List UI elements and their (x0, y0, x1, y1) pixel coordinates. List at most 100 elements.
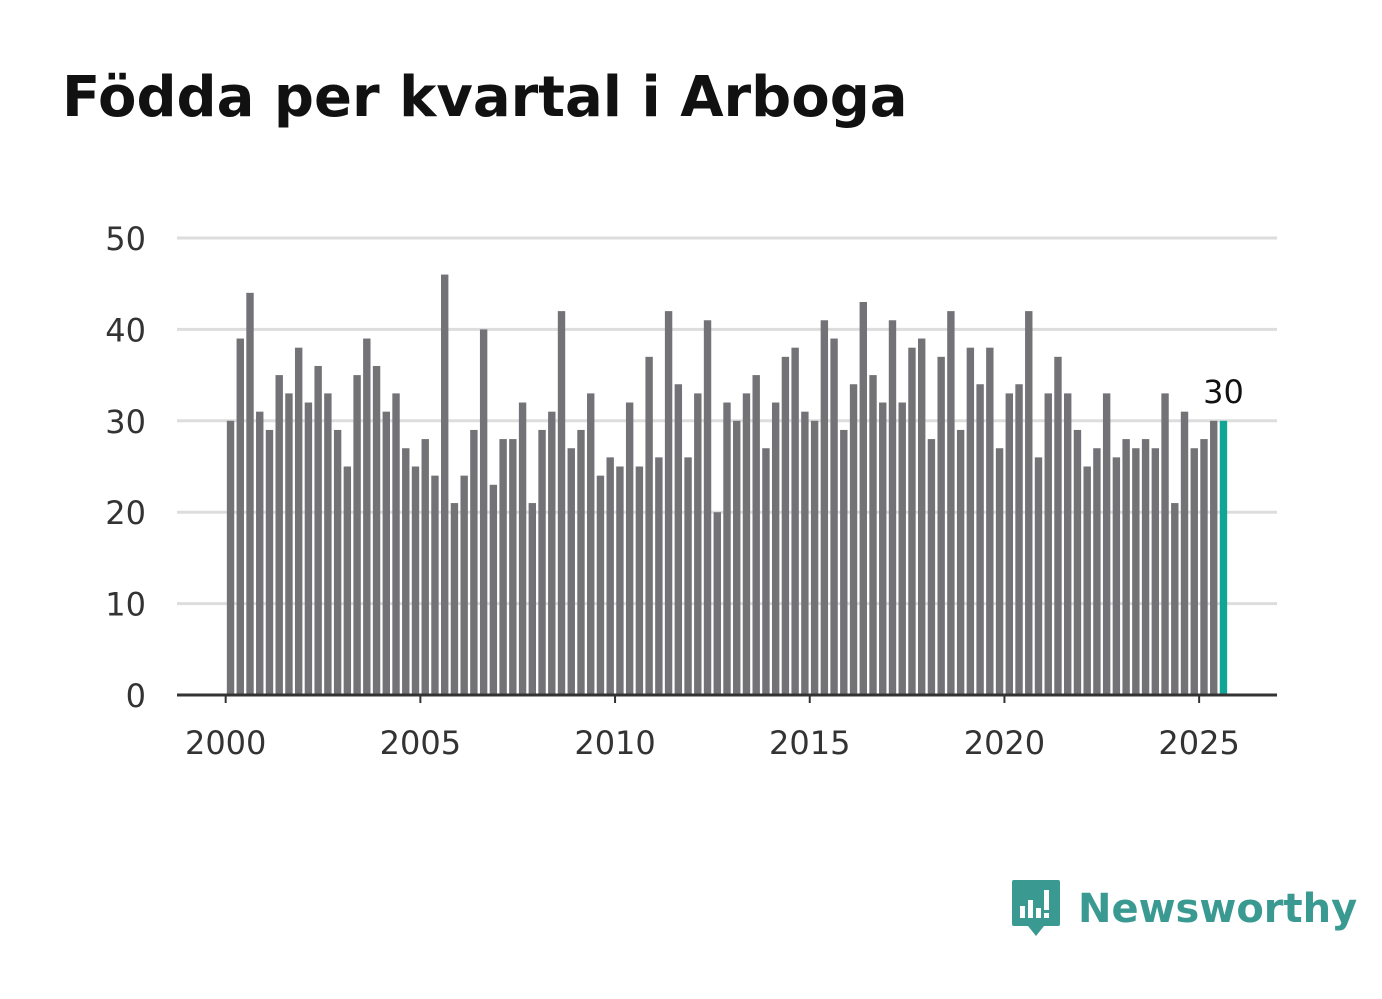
bar (1190, 448, 1198, 695)
bar (1132, 448, 1140, 695)
brand-logo: Newsworthy (1010, 878, 1357, 940)
bar (1073, 429, 1082, 695)
bar (1064, 393, 1072, 695)
bar (411, 466, 420, 695)
bar (314, 365, 322, 695)
bar (937, 356, 945, 695)
bar (421, 439, 429, 695)
bar (956, 429, 965, 695)
bar (927, 439, 936, 695)
bar (879, 402, 887, 695)
x-tick-label: 2020 (964, 724, 1045, 762)
bar (372, 365, 381, 695)
bar (1083, 466, 1091, 695)
bar (742, 393, 751, 695)
bar (723, 402, 731, 695)
bar (869, 375, 877, 695)
bar (499, 439, 507, 695)
bar (791, 347, 799, 695)
bar (1093, 448, 1101, 695)
bar (567, 448, 575, 695)
bar (392, 393, 400, 695)
bar (703, 320, 712, 695)
bar (898, 402, 906, 695)
bar (976, 384, 984, 695)
bar (1015, 384, 1023, 695)
bar (645, 356, 653, 695)
bar (1180, 411, 1189, 695)
bar (1054, 356, 1062, 695)
bar (489, 484, 498, 695)
chart-title: Födda per kvartal i Arboga (62, 65, 908, 130)
bar (606, 457, 614, 695)
bar (431, 475, 439, 695)
bar (801, 411, 809, 695)
x-tick-label: 2000 (185, 724, 266, 762)
y-tick-label: 20 (105, 494, 146, 532)
x-tick-label: 2025 (1158, 724, 1239, 762)
bar (1034, 457, 1043, 695)
bar (1005, 393, 1013, 695)
bar (479, 329, 488, 695)
bar (616, 466, 624, 695)
x-tick-label: 2015 (769, 724, 850, 762)
bar (265, 429, 274, 695)
y-tick-label: 30 (105, 403, 146, 441)
bar (226, 420, 235, 695)
bar (917, 338, 926, 695)
bar (820, 320, 829, 695)
bar (304, 402, 313, 695)
bar (1161, 393, 1169, 695)
bar (333, 429, 342, 695)
bar (557, 311, 566, 695)
bar (285, 393, 293, 695)
data-labels: 30 (1203, 373, 1244, 411)
bar (771, 402, 780, 695)
bar (294, 347, 303, 695)
bar (256, 411, 264, 695)
bar (1112, 457, 1121, 695)
bar (762, 448, 770, 695)
bar (577, 429, 585, 695)
bar (275, 375, 283, 695)
bar (236, 338, 244, 695)
bar (664, 311, 673, 695)
bar (674, 384, 683, 695)
bar (1102, 393, 1111, 695)
bar (470, 429, 478, 695)
bar (625, 402, 634, 695)
bar (509, 439, 517, 695)
bar (1200, 439, 1208, 695)
bar (441, 274, 449, 695)
y-tick-label: 50 (105, 220, 146, 258)
bar (343, 466, 352, 695)
bar (684, 457, 692, 695)
bar (1122, 439, 1130, 695)
bar (402, 448, 410, 695)
bar (840, 429, 848, 695)
x-tick-label: 2005 (380, 724, 461, 762)
bar (450, 503, 459, 695)
bar (966, 347, 975, 695)
bar (587, 393, 595, 695)
bar (810, 420, 819, 695)
bar (781, 356, 790, 695)
bar-latest (1219, 420, 1228, 695)
bar (596, 475, 605, 695)
bar (460, 475, 468, 695)
bar (1141, 439, 1150, 695)
newsworthy-logo-icon (1012, 880, 1060, 936)
bar (528, 503, 537, 695)
bar (733, 420, 741, 695)
bar (1151, 448, 1160, 695)
bar (1210, 420, 1218, 695)
y-tick-label: 0 (126, 677, 146, 715)
brand-name: Newsworthy (1078, 886, 1358, 932)
bar (995, 448, 1004, 695)
bar (888, 320, 897, 695)
latest-value-label: 30 (1203, 373, 1244, 411)
bar (986, 347, 994, 695)
bar (1171, 503, 1179, 695)
bar (382, 411, 390, 695)
